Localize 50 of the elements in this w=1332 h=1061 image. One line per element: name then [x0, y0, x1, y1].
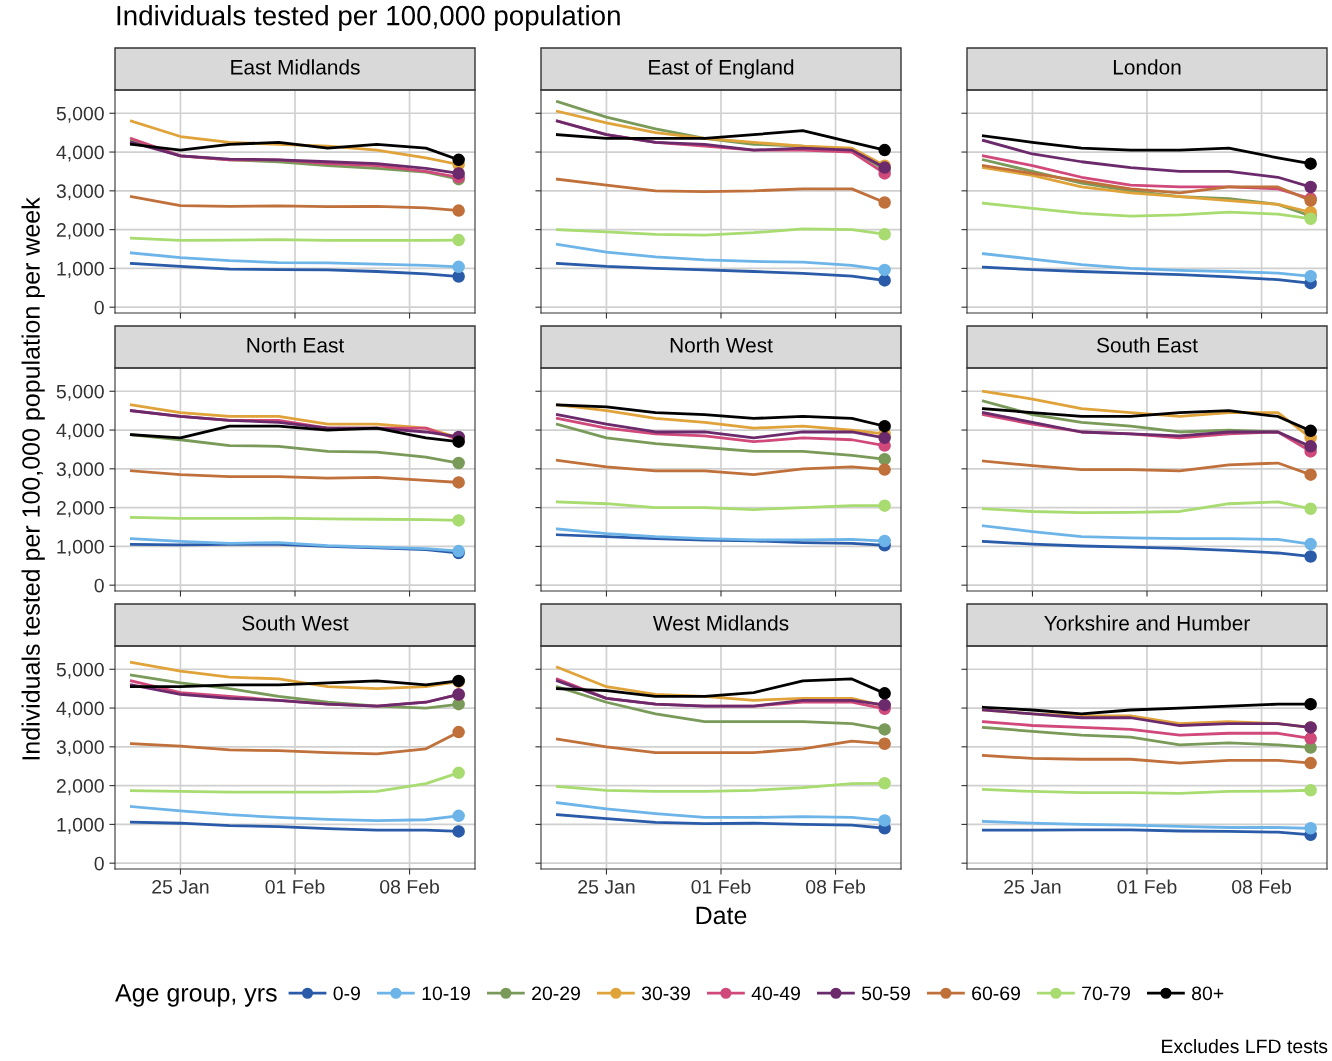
- legend-label: 20-29: [532, 986, 580, 1001]
- chart-title: West Midlands: [652, 615, 789, 631]
- y-tick-label: 5,000: [56, 106, 104, 123]
- y-tick-label: 1,000: [57, 817, 104, 834]
- y-tick-label: 4,000: [56, 423, 104, 440]
- x-tick-label: 25 Jan: [578, 879, 635, 894]
- chart-title: East Midlands: [231, 59, 360, 75]
- text: Excludes LFD tests: [1162, 1038, 1328, 1054]
- y-tick-label: 2,000: [56, 223, 104, 240]
- legend-label: 30-39: [641, 986, 690, 1001]
- x-axis-title: Date: [696, 906, 747, 925]
- x-tick-label: 08 Feb: [806, 879, 865, 894]
- x-tick-label: 01 Feb: [691, 879, 751, 894]
- text: Individuals tested per 100,000 population: [117, 5, 620, 31]
- x-tick-label: 25 Jan: [1004, 879, 1061, 894]
- chart-title: London: [1113, 59, 1181, 75]
- y-tick-label: 3,000: [56, 462, 104, 479]
- x-tick-label: 01 Feb: [1117, 879, 1177, 894]
- chart-title: North West: [670, 337, 773, 353]
- y-tick-label: 2,000: [56, 779, 104, 796]
- y-tick-label: 1,000: [57, 261, 104, 278]
- y-tick-label: 5,000: [56, 384, 104, 401]
- legend-label: 40-49: [751, 986, 800, 1001]
- legend-label: 60-69: [972, 986, 1020, 1001]
- y-tick-label: 3,000: [56, 740, 104, 757]
- y-tick-label: 1,000: [57, 539, 104, 556]
- y-tick-label: 2,000: [56, 501, 104, 518]
- y-axis-title: Individuals tested per 100,000 population per week: [21, 197, 45, 760]
- chart-title: East of England: [649, 59, 794, 79]
- legend-label: 50-59: [861, 986, 910, 1001]
- y-tick-label: 5,000: [56, 662, 104, 679]
- y-tick-label: 3,000: [56, 184, 104, 201]
- y-tick-label: 0: [94, 578, 104, 593]
- y-tick-label: 4,000: [56, 701, 104, 718]
- x-tick-label: 25 Jan: [152, 879, 209, 894]
- legend-label: 10-19: [422, 986, 470, 1001]
- x-tick-label: 08 Feb: [380, 879, 439, 894]
- legend-label: 80+: [1192, 986, 1224, 1001]
- chart-title: South East: [1096, 337, 1198, 353]
- y-tick-label: 0: [94, 300, 104, 315]
- legend-label: 0-9: [333, 986, 360, 1001]
- legend-label: 70-79: [1082, 986, 1130, 1001]
- y-tick-label: 0: [94, 856, 104, 871]
- x-tick-label: 01 Feb: [265, 879, 325, 894]
- y-tick-label: 4,000: [56, 145, 104, 162]
- legend-title: Age group, yrs: [115, 984, 277, 1007]
- chart-title: South West: [242, 615, 349, 631]
- chart-title: Yorkshire and Humber: [1044, 615, 1250, 631]
- x-tick-label: 08 Feb: [1232, 879, 1291, 894]
- chart-title: North East: [247, 337, 345, 353]
